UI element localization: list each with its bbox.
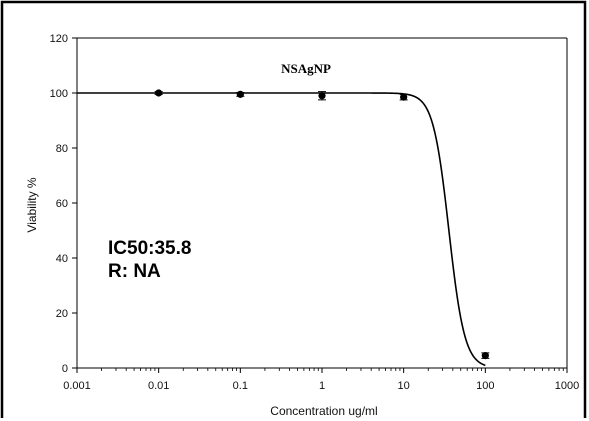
data-point (481, 352, 489, 360)
x-tick-label: 10 (398, 380, 410, 392)
x-tick-label: 0.1 (233, 380, 248, 392)
y-tick-label: 100 (50, 88, 68, 100)
y-ticks-layer: 0 20 40 60 80 100 120 (50, 33, 77, 375)
data-point (318, 92, 326, 100)
y-tick-label: 20 (56, 308, 68, 320)
y-tick-label: 80 (56, 143, 68, 155)
y-tick-label: 120 (50, 33, 68, 45)
x-tick-label: 0.01 (148, 380, 169, 392)
chart-title: NSAgNP (281, 61, 331, 76)
fit-curve (77, 92, 486, 367)
x-tick-label: 0.001 (63, 380, 91, 392)
y-axis-label: Viability % (25, 177, 39, 232)
annotation-ic50: IC50:35.8 (108, 238, 191, 259)
annotation-r: R: NA (108, 261, 161, 282)
fit-layer (77, 92, 486, 367)
y-tick-label: 0 (62, 363, 68, 375)
data-point (155, 89, 163, 97)
x-ticks-layer: 0.001 0.01 0.1 1 10 100 1000 (63, 368, 579, 392)
y-tick-label: 60 (56, 198, 68, 210)
data-point (236, 90, 244, 98)
y-tick-label: 40 (56, 253, 68, 265)
x-axis-label: Concentration ug/ml (270, 404, 377, 418)
x-tick-label: 1 (319, 380, 325, 392)
x-tick-label: 1000 (555, 380, 579, 392)
x-tick-label: 100 (476, 380, 494, 392)
points-layer (154, 89, 490, 360)
data-point (400, 93, 408, 101)
